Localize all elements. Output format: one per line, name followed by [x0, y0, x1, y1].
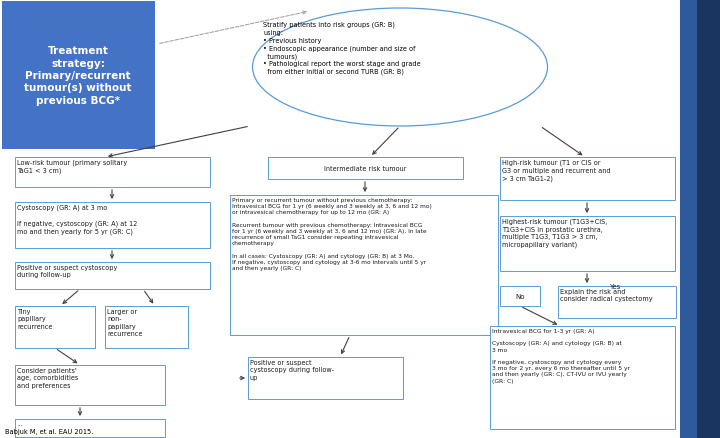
Text: Primary or recurrent tumour without previous chemotherapy:
Intravesical BCG for : Primary or recurrent tumour without prev… — [232, 198, 432, 271]
Ellipse shape — [253, 9, 547, 127]
Bar — [697, 0, 720, 438]
FancyBboxPatch shape — [15, 202, 210, 248]
FancyBboxPatch shape — [15, 262, 210, 290]
FancyBboxPatch shape — [500, 158, 675, 201]
Text: Tiny
papillary
recurrence: Tiny papillary recurrence — [17, 308, 53, 329]
Text: Consider patients'
age, comorbidities
and preferences: Consider patients' age, comorbidities an… — [17, 367, 78, 388]
FancyBboxPatch shape — [558, 286, 676, 318]
Bar — [2, 2, 155, 150]
FancyBboxPatch shape — [15, 306, 95, 348]
Text: High-risk tumour (T1 or CIS or
G3 or multiple and recurrent and
> 3 cm TaG1-2): High-risk tumour (T1 or CIS or G3 or mul… — [502, 159, 611, 182]
FancyBboxPatch shape — [15, 419, 165, 437]
Text: Cystoscopy (GR: A) at 3 mo

If negative, cystoscopy (GR: A) at 12
mo and then ye: Cystoscopy (GR: A) at 3 mo If negative, … — [17, 205, 138, 234]
FancyBboxPatch shape — [15, 158, 210, 187]
FancyBboxPatch shape — [105, 306, 188, 348]
Text: Yes: Yes — [609, 283, 621, 290]
Text: Low-risk tumour (primary solitary
TaG1 < 3 cm): Low-risk tumour (primary solitary TaG1 <… — [17, 159, 127, 174]
Bar — [680, 0, 697, 438]
Text: Intravesical BCG for 1-3 yr (GR: A)

Cystoscopy (GR: A) and cytology (GR: B) at
: Intravesical BCG for 1-3 yr (GR: A) Cyst… — [492, 328, 630, 383]
Text: Positive or suspect
cystoscopy during follow-
up: Positive or suspect cystoscopy during fo… — [250, 359, 334, 380]
Text: No: No — [516, 293, 525, 299]
FancyBboxPatch shape — [15, 365, 165, 405]
Text: Treatment
strategy:
Primary/recurrent
tumour(s) without
previous BCG*: Treatment strategy: Primary/recurrent tu… — [24, 46, 132, 106]
Text: Highest-risk tumour (T1G3+CIS,
T1G3+CIS in prostatic urethra,
multiple T1G3, T1G: Highest-risk tumour (T1G3+CIS, T1G3+CIS … — [502, 219, 607, 248]
FancyBboxPatch shape — [248, 357, 403, 399]
FancyBboxPatch shape — [500, 286, 540, 306]
Text: Stratify patients into risk groups (GR: B)
using:
• Previous history
• Endoscopi: Stratify patients into risk groups (GR: … — [263, 22, 420, 75]
FancyBboxPatch shape — [500, 216, 675, 272]
Text: Babjuk M, et al. EAU 2015.: Babjuk M, et al. EAU 2015. — [5, 428, 94, 434]
FancyBboxPatch shape — [490, 326, 675, 429]
Text: Intermediate risk tumour: Intermediate risk tumour — [324, 166, 406, 172]
FancyBboxPatch shape — [268, 158, 463, 180]
Text: Explain the risk and
consider radical cystectomy: Explain the risk and consider radical cy… — [560, 288, 652, 302]
Text: Positive or suspect cystoscopy
during follow-up: Positive or suspect cystoscopy during fo… — [17, 265, 117, 278]
Text: ...: ... — [17, 421, 22, 426]
Text: Larger or
non-
papillary
recurrence: Larger or non- papillary recurrence — [107, 308, 143, 337]
FancyBboxPatch shape — [230, 195, 498, 335]
